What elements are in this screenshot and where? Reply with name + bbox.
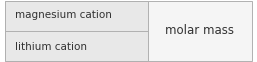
Text: lithium cation: lithium cation — [15, 41, 87, 52]
Text: magnesium cation: magnesium cation — [15, 10, 112, 21]
Text: molar mass: molar mass — [165, 24, 234, 38]
Bar — [5, 1, 148, 61]
